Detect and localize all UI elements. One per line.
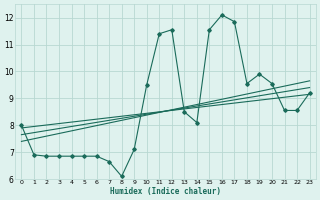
X-axis label: Humidex (Indice chaleur): Humidex (Indice chaleur)	[110, 187, 221, 196]
